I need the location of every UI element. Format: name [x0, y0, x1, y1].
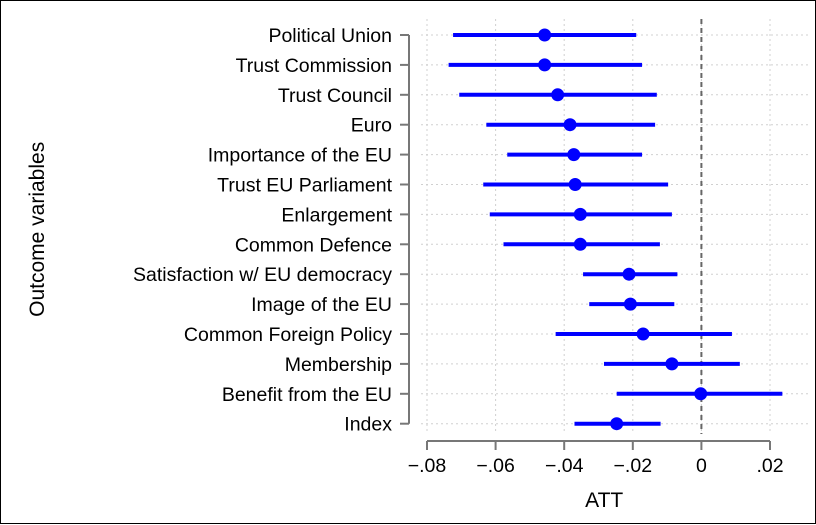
y-axis-ticks: Political Union Trust Commission Trust Cou… — [133, 25, 409, 436]
y-axis-title: Outcome variables — [26, 142, 49, 317]
category-label: Common Foreign Policy — [184, 324, 392, 346]
grid-lines — [421, 19, 809, 434]
x-axis-title: ATT — [585, 489, 623, 512]
point-estimate — [573, 207, 587, 221]
point-estimate — [563, 118, 577, 132]
category-label: Trust Commission — [236, 55, 392, 77]
estimate-marks — [448, 28, 783, 431]
point-estimate — [622, 267, 636, 281]
x-tick-label: 0 — [696, 455, 707, 477]
category-label: Euro — [351, 115, 392, 137]
point-estimate — [538, 58, 552, 72]
point-estimate — [568, 178, 582, 191]
category-label: Trust EU Parliament — [217, 175, 392, 197]
category-label: Index — [344, 414, 392, 436]
x-tick-label: −.06 — [476, 455, 515, 477]
point-estimate — [567, 148, 581, 162]
category-label: Political Union — [268, 25, 392, 47]
point-estimate — [636, 327, 650, 341]
category-label: Trust Council — [278, 85, 392, 107]
category-label: Common Defence — [235, 234, 392, 256]
point-estimate — [573, 237, 587, 251]
category-label: Importance of the EU — [208, 145, 392, 167]
point-estimate — [538, 28, 552, 42]
x-axis-ticks: −.08 −.06 −.04 −.02 0 .02 — [408, 441, 784, 477]
x-tick-label: −.02 — [614, 455, 653, 477]
category-label: Benefit from the EU — [222, 384, 392, 406]
category-label: Enlargement — [281, 204, 392, 226]
x-tick-label: −.08 — [408, 455, 447, 477]
category-label: Image of the EU — [251, 294, 392, 316]
x-tick-label: .02 — [756, 455, 783, 477]
point-estimate — [623, 297, 637, 311]
point-estimate — [665, 357, 679, 371]
category-label: Membership — [285, 354, 392, 376]
x-tick-label: −.04 — [545, 455, 584, 477]
category-label: Satisfaction w/ EU democracy — [133, 264, 392, 286]
point-estimate — [694, 387, 708, 401]
point-estimate — [551, 88, 565, 102]
point-estimate — [610, 417, 624, 431]
